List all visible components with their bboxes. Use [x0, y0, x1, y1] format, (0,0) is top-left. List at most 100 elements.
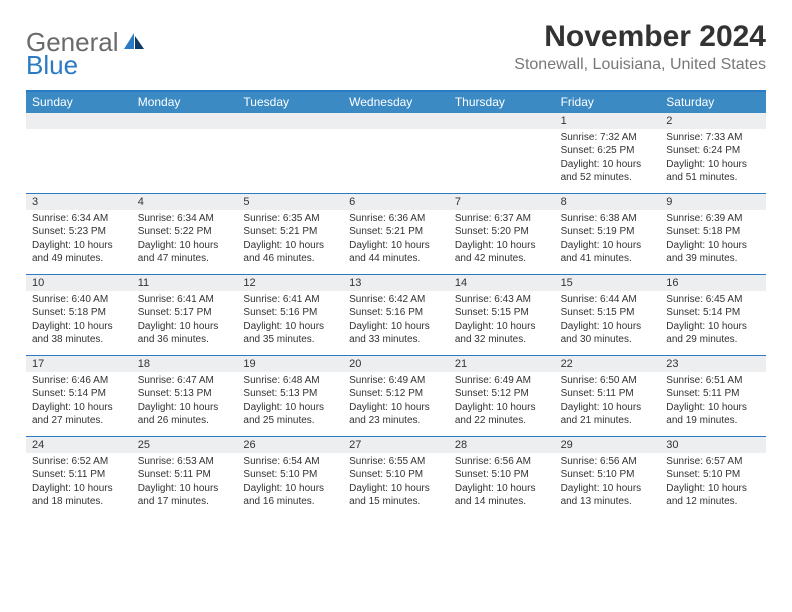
- page: General Blue November 2024 Stonewall, Lo…: [0, 0, 792, 537]
- day-cell: Sunrise: 6:54 AMSunset: 5:10 PMDaylight:…: [237, 453, 343, 517]
- day-info-line: Sunrise: 6:39 AM: [666, 212, 760, 226]
- day-info-line: and 32 minutes.: [455, 333, 549, 347]
- day-info-line: Sunrise: 7:32 AM: [561, 131, 655, 145]
- day-info-line: Sunrise: 7:33 AM: [666, 131, 760, 145]
- day-info-line: Daylight: 10 hours: [561, 401, 655, 415]
- day-info-line: and 14 minutes.: [455, 495, 549, 509]
- logo-text: General Blue: [26, 28, 146, 80]
- day-cell: Sunrise: 6:46 AMSunset: 5:14 PMDaylight:…: [26, 372, 132, 436]
- day-number: 24: [26, 437, 132, 453]
- day-cell: [449, 129, 555, 193]
- day-info-line: Sunset: 5:11 PM: [32, 468, 126, 482]
- day-cell: Sunrise: 6:38 AMSunset: 5:19 PMDaylight:…: [555, 210, 661, 274]
- day-info-line: and 17 minutes.: [138, 495, 232, 509]
- day-cell: Sunrise: 6:34 AMSunset: 5:23 PMDaylight:…: [26, 210, 132, 274]
- day-cell: Sunrise: 6:41 AMSunset: 5:16 PMDaylight:…: [237, 291, 343, 355]
- weekday-label: Wednesday: [343, 92, 449, 113]
- day-info-line: Daylight: 10 hours: [666, 401, 760, 415]
- day-cell: Sunrise: 6:50 AMSunset: 5:11 PMDaylight:…: [555, 372, 661, 436]
- day-info-line: Sunset: 5:11 PM: [666, 387, 760, 401]
- day-info-line: and 27 minutes.: [32, 414, 126, 428]
- day-number: [132, 113, 238, 129]
- day-number: 16: [660, 275, 766, 291]
- calendar: Sunday Monday Tuesday Wednesday Thursday…: [26, 90, 766, 517]
- day-info-line: Sunrise: 6:41 AM: [138, 293, 232, 307]
- day-info-line: Sunrise: 6:52 AM: [32, 455, 126, 469]
- day-info-line: Sunrise: 6:49 AM: [349, 374, 443, 388]
- day-info-line: Sunrise: 6:37 AM: [455, 212, 549, 226]
- day-info-line: and 13 minutes.: [561, 495, 655, 509]
- day-number: 30: [660, 437, 766, 453]
- weeks: 12Sunrise: 7:32 AMSunset: 6:25 PMDayligh…: [26, 113, 766, 517]
- day-number: 26: [237, 437, 343, 453]
- day-number: 13: [343, 275, 449, 291]
- day-info-line: Sunrise: 6:34 AM: [32, 212, 126, 226]
- weekday-label: Friday: [555, 92, 661, 113]
- day-number: 27: [343, 437, 449, 453]
- day-cell: [26, 129, 132, 193]
- day-cell: Sunrise: 6:56 AMSunset: 5:10 PMDaylight:…: [555, 453, 661, 517]
- page-title: November 2024: [514, 20, 766, 54]
- day-number: 19: [237, 356, 343, 372]
- day-cell: [132, 129, 238, 193]
- day-cell: [237, 129, 343, 193]
- day-info-line: Sunset: 5:21 PM: [243, 225, 337, 239]
- day-info-line: Daylight: 10 hours: [455, 320, 549, 334]
- sail-icon: [122, 31, 146, 51]
- day-info-line: Sunrise: 6:46 AM: [32, 374, 126, 388]
- daynum-strip: 17181920212223: [26, 356, 766, 372]
- weekday-label: Saturday: [660, 92, 766, 113]
- day-info-line: Sunrise: 6:47 AM: [138, 374, 232, 388]
- day-info-line: Sunset: 5:17 PM: [138, 306, 232, 320]
- day-info-line: and 26 minutes.: [138, 414, 232, 428]
- day-info-line: Sunset: 5:18 PM: [666, 225, 760, 239]
- day-info-line: Sunset: 5:10 PM: [243, 468, 337, 482]
- day-info-line: Daylight: 10 hours: [243, 482, 337, 496]
- day-cell: Sunrise: 6:45 AMSunset: 5:14 PMDaylight:…: [660, 291, 766, 355]
- daynum-strip: 24252627282930: [26, 437, 766, 453]
- day-info-line: and 47 minutes.: [138, 252, 232, 266]
- day-number: 6: [343, 194, 449, 210]
- daynum-strip: 12: [26, 113, 766, 129]
- day-info-line: Sunset: 5:16 PM: [243, 306, 337, 320]
- day-info-line: Sunrise: 6:38 AM: [561, 212, 655, 226]
- day-info-line: Sunrise: 6:42 AM: [349, 293, 443, 307]
- day-info-line: Sunrise: 6:40 AM: [32, 293, 126, 307]
- day-number: 12: [237, 275, 343, 291]
- day-info-line: Sunset: 5:11 PM: [138, 468, 232, 482]
- day-info-line: Sunset: 6:24 PM: [666, 144, 760, 158]
- day-cells: Sunrise: 6:40 AMSunset: 5:18 PMDaylight:…: [26, 291, 766, 355]
- day-number: 22: [555, 356, 661, 372]
- day-info-line: Daylight: 10 hours: [666, 239, 760, 253]
- day-info-line: Daylight: 10 hours: [32, 401, 126, 415]
- weekday-label: Tuesday: [237, 92, 343, 113]
- day-info-line: and 15 minutes.: [349, 495, 443, 509]
- day-number: 8: [555, 194, 661, 210]
- day-info-line: and 19 minutes.: [666, 414, 760, 428]
- day-info-line: Sunrise: 6:35 AM: [243, 212, 337, 226]
- day-cell: Sunrise: 6:51 AMSunset: 5:11 PMDaylight:…: [660, 372, 766, 436]
- day-info-line: Sunrise: 6:51 AM: [666, 374, 760, 388]
- calendar-week: 3456789Sunrise: 6:34 AMSunset: 5:23 PMDa…: [26, 193, 766, 274]
- day-info-line: Sunrise: 6:54 AM: [243, 455, 337, 469]
- day-cell: Sunrise: 6:43 AMSunset: 5:15 PMDaylight:…: [449, 291, 555, 355]
- day-number: 1: [555, 113, 661, 129]
- day-info-line: and 23 minutes.: [349, 414, 443, 428]
- day-number: 18: [132, 356, 238, 372]
- title-block: November 2024 Stonewall, Louisiana, Unit…: [514, 20, 766, 74]
- day-cell: Sunrise: 6:42 AMSunset: 5:16 PMDaylight:…: [343, 291, 449, 355]
- day-info-line: Sunrise: 6:49 AM: [455, 374, 549, 388]
- day-cell: Sunrise: 6:37 AMSunset: 5:20 PMDaylight:…: [449, 210, 555, 274]
- day-info-line: and 29 minutes.: [666, 333, 760, 347]
- calendar-week: 10111213141516Sunrise: 6:40 AMSunset: 5:…: [26, 274, 766, 355]
- day-cell: Sunrise: 6:52 AMSunset: 5:11 PMDaylight:…: [26, 453, 132, 517]
- day-cell: Sunrise: 6:35 AMSunset: 5:21 PMDaylight:…: [237, 210, 343, 274]
- day-info-line: Sunset: 5:15 PM: [561, 306, 655, 320]
- day-info-line: Daylight: 10 hours: [561, 320, 655, 334]
- day-info-line: Sunrise: 6:48 AM: [243, 374, 337, 388]
- day-info-line: and 49 minutes.: [32, 252, 126, 266]
- day-info-line: and 18 minutes.: [32, 495, 126, 509]
- day-info-line: Sunrise: 6:44 AM: [561, 293, 655, 307]
- day-number: 14: [449, 275, 555, 291]
- day-info-line: and 33 minutes.: [349, 333, 443, 347]
